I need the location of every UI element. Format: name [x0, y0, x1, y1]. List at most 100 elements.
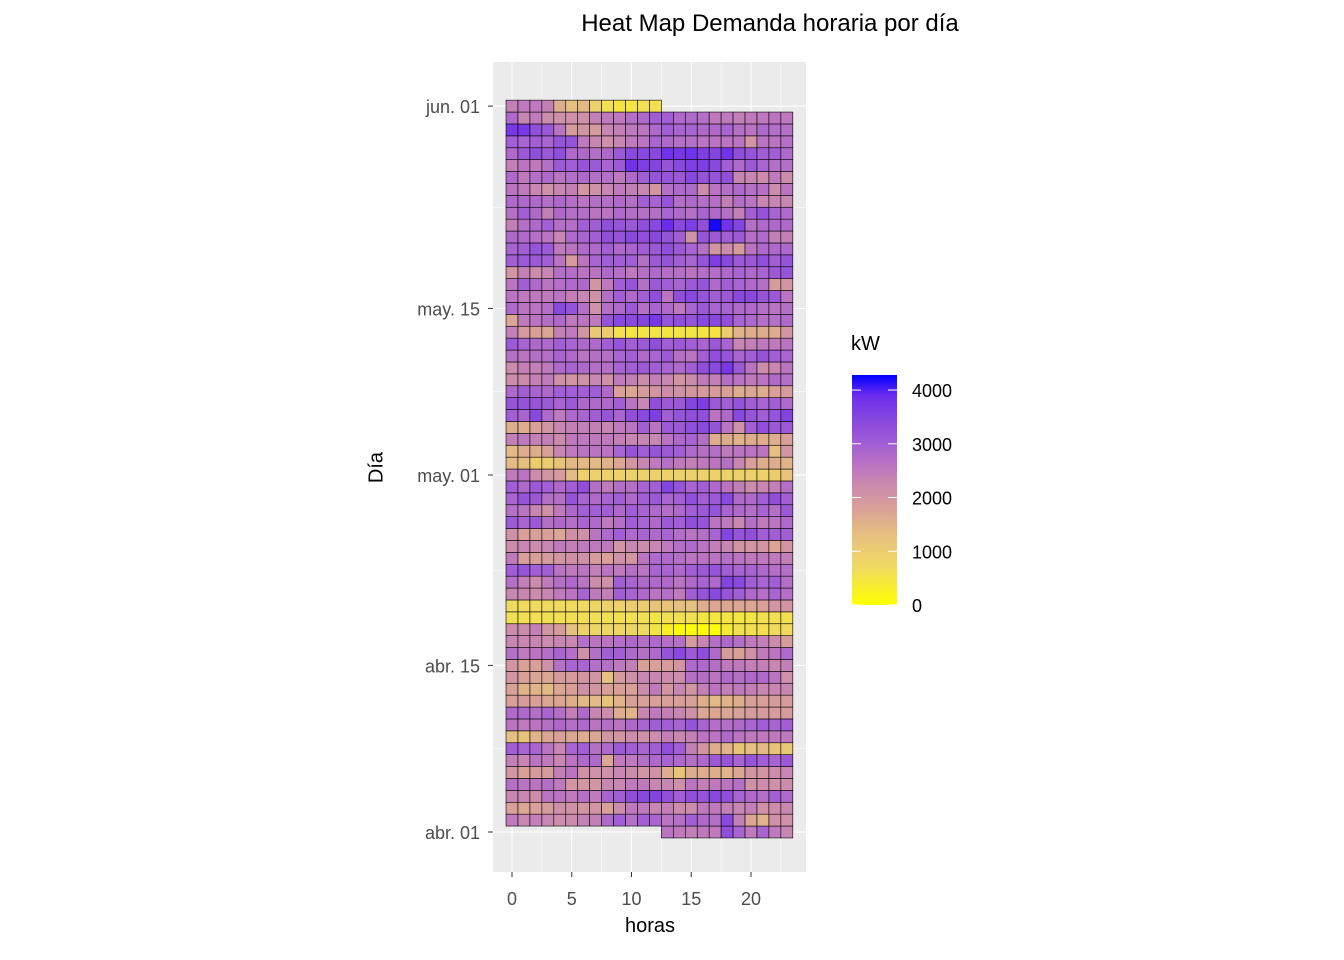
heatmap-cell [649, 314, 662, 327]
heatmap-cell [744, 195, 758, 208]
heatmap-cell [732, 778, 746, 791]
heatmap-cell [661, 587, 674, 601]
heatmap-cell [553, 611, 567, 625]
heatmap-cell [708, 587, 722, 601]
heatmap-cell [768, 135, 782, 149]
heatmap-cell [505, 671, 519, 684]
heatmap-cell [589, 766, 602, 779]
heatmap-cell [601, 218, 614, 232]
heatmap-cell [684, 242, 698, 256]
heatmap-cell [661, 766, 674, 779]
heatmap-cell [601, 813, 614, 827]
heatmap-cell [756, 397, 770, 410]
heatmap-cell [589, 195, 602, 208]
heatmap-cell [768, 563, 782, 577]
heatmap-cell [541, 159, 555, 172]
heatmap-cell [744, 480, 758, 494]
heatmap-cell [553, 492, 567, 506]
heatmap-cell [589, 563, 602, 577]
heatmap-cell [696, 694, 710, 708]
heatmap-cell [529, 349, 543, 363]
heatmap-cell [637, 314, 650, 327]
heatmap-cell [613, 552, 626, 565]
heatmap-cell [553, 171, 567, 184]
heatmap-cell [589, 218, 602, 232]
heatmap-cell [744, 635, 758, 648]
heatmap-cell [637, 421, 650, 434]
heatmap-cell [732, 349, 746, 363]
heatmap-cell [637, 325, 650, 339]
heatmap-cell [732, 218, 746, 232]
heatmap-cell [529, 563, 543, 577]
heatmap-cell [553, 111, 567, 125]
heatmap-cell [661, 421, 674, 434]
heatmap-cell [565, 552, 579, 565]
heatmap-cell [625, 563, 638, 577]
heatmap-cell [589, 730, 602, 744]
heatmap-cell [744, 456, 758, 470]
heatmap-cell [661, 790, 674, 803]
heatmap-cell [529, 456, 543, 470]
heatmap-cell [768, 195, 782, 208]
heatmap-cell [625, 99, 638, 113]
heatmap-cell [661, 730, 674, 744]
heatmap-cell [661, 302, 674, 315]
heatmap-cell [673, 421, 686, 434]
heatmap-cell [601, 111, 614, 125]
heatmap-cell [589, 552, 602, 565]
heatmap-cell [649, 290, 662, 303]
heatmap-cell [780, 159, 794, 172]
heatmap-cell [720, 504, 734, 517]
heatmap-cell [684, 563, 698, 577]
heatmap-cell [625, 575, 638, 589]
heatmap-cell [756, 575, 770, 589]
heatmap-cell [589, 171, 602, 184]
heatmap-cell [708, 575, 722, 589]
heatmap-cell [696, 230, 710, 244]
heatmap-cell [565, 754, 579, 767]
heatmap-cell [517, 575, 531, 589]
heatmap-cell [673, 254, 686, 268]
heatmap-cell [601, 349, 614, 363]
heatmap-cell [577, 195, 590, 208]
heatmap-cell [553, 123, 567, 137]
heatmap-cell [768, 123, 782, 137]
heatmap-cell [505, 540, 519, 553]
heatmap-cell [565, 790, 579, 803]
heatmap-cell [780, 385, 794, 398]
heatmap-cell [649, 278, 662, 291]
heatmap-cell [565, 444, 579, 458]
heatmap-cell [684, 147, 698, 160]
heatmap-cell [708, 385, 722, 398]
heatmap-cell [780, 611, 794, 625]
heatmap-cell [589, 647, 602, 660]
heatmap-cell [589, 349, 602, 363]
heatmap-cell [529, 218, 543, 232]
heatmap-cell [613, 599, 626, 613]
heatmap-cell [661, 623, 674, 636]
heatmap-cell [756, 611, 770, 625]
heatmap-cell [673, 599, 686, 613]
heatmap-cell [673, 742, 686, 755]
heatmap-cell [768, 385, 782, 398]
heatmap-cell [577, 742, 590, 755]
heatmap-cell [565, 361, 579, 375]
heatmap-cell [732, 159, 746, 172]
heatmap-cell [553, 766, 567, 779]
heatmap-cell [613, 230, 626, 244]
heatmap-cell [649, 111, 662, 125]
heatmap-cell [732, 206, 746, 220]
heatmap-cell [505, 349, 519, 363]
heatmap-cell [661, 290, 674, 303]
x-tick-label: 15 [681, 889, 701, 909]
heatmap-cell [732, 290, 746, 303]
heatmap-cell [517, 492, 531, 506]
heatmap-cell [553, 528, 567, 541]
heatmap-cell [553, 778, 567, 791]
heatmap-cell [565, 730, 579, 744]
heatmap-cell [517, 242, 531, 256]
heatmap-cell [649, 801, 662, 815]
heatmap-cell [673, 314, 686, 327]
heatmap-cell [589, 147, 602, 160]
heatmap-cell [541, 361, 555, 375]
